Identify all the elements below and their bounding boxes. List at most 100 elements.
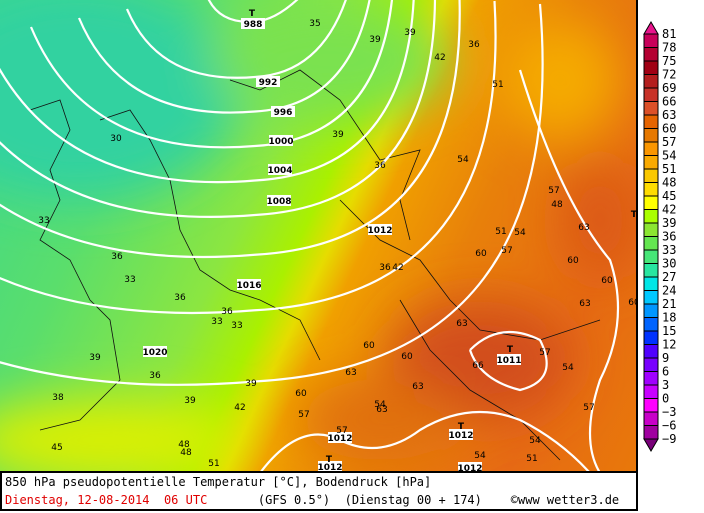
isobar-label: 1016: [236, 281, 261, 291]
colorbar-label: −6: [662, 419, 676, 433]
isobar-line: [0, 0, 497, 314]
isobar-label: 988: [244, 20, 263, 30]
isobar-label-bg: [318, 461, 342, 471]
isobar-label: 996: [274, 108, 293, 118]
colorbar-label: 21: [662, 297, 676, 311]
temperature-label: 48: [180, 448, 192, 458]
isobar-label: 1000: [268, 137, 293, 147]
temperature-label: 36: [221, 307, 233, 317]
colorbar-bin: [643, 47, 659, 62]
temperature-label: 63: [456, 319, 467, 329]
colorbar-bin: [643, 263, 659, 278]
temperature-label: 39: [89, 353, 101, 363]
temperature-label: 54: [474, 451, 486, 461]
isobars: [0, 0, 618, 473]
colorbar-label: 24: [662, 284, 676, 298]
temperature-label: 66: [472, 361, 484, 371]
temperature-label: 60: [601, 276, 613, 286]
isobar-label-bg: [268, 164, 292, 175]
isobar-label: 1008: [266, 197, 291, 207]
isobar-label: 1012: [448, 431, 473, 441]
isobar-line: [468, 330, 548, 392]
colorbar-bin: [643, 141, 659, 156]
colorbar-bin: [643, 155, 659, 170]
low-pressure-marker: T: [458, 422, 465, 432]
colorbar-bin: [643, 384, 659, 399]
temperature-label: 36: [374, 161, 386, 171]
caption-box: 850 hPa pseudopotentielle Temperatur [°C…: [0, 473, 638, 511]
low-pressure-marker: T: [326, 455, 333, 465]
temperature-label: 35: [309, 19, 320, 29]
colorbar-bin: [643, 195, 659, 210]
temperature-label: 42: [234, 403, 245, 413]
colorbar-bottom-arrow: [643, 438, 659, 452]
temperature-label: 54: [457, 155, 469, 165]
colorbar-label: 30: [662, 257, 676, 271]
colorbar-bin: [643, 276, 659, 291]
isobar-label-bg: [267, 195, 291, 206]
isobar-label-bg: [256, 76, 280, 87]
colorbar-label: 39: [662, 216, 676, 230]
isobar-label: 1004: [267, 166, 292, 176]
colorbar-bin: [643, 101, 659, 116]
low-pressure-marker: T: [631, 210, 638, 220]
colorbar-label: −3: [662, 405, 676, 419]
temperature-label: 42: [434, 53, 445, 63]
temperature-label: 30: [110, 134, 122, 144]
colorbar-label: 66: [662, 95, 676, 109]
colorbar-label: 45: [662, 189, 676, 203]
temperature-label: 57: [583, 403, 594, 413]
colorbar-bin: [643, 357, 659, 372]
isobar-line: [0, 0, 415, 184]
colorbar-label: −9: [662, 432, 676, 446]
colorbar-bin: [643, 74, 659, 89]
site-link[interactable]: www wetter3.de: [518, 493, 620, 507]
temperature-label: 38: [52, 393, 64, 403]
temperature-label: 48: [178, 440, 190, 450]
isobar-line: [77, 0, 371, 114]
temperature-label: 36: [149, 371, 161, 381]
temperature-label: 39: [332, 130, 344, 140]
isobar-label-bg: [271, 106, 295, 117]
temperature-label: 42: [392, 263, 403, 273]
colorbar-bin: [643, 222, 659, 237]
map-title: 850 hPa pseudopotentielle Temperatur [°C…: [5, 475, 432, 489]
colorbar-bin: [643, 209, 659, 224]
colorbar-bin: [643, 411, 659, 426]
temperature-label: 54: [374, 400, 386, 410]
colorbar-bin: [643, 60, 659, 75]
colorbar-label: 18: [662, 311, 676, 325]
colorbar-label: 27: [662, 270, 676, 284]
low-pressure-marker: T: [507, 345, 514, 355]
colorbar-label: 48: [662, 176, 676, 190]
temperature-label: 51: [492, 80, 503, 90]
isobar-label-bg: [143, 346, 167, 357]
isobar-overlay: 988 992 996 1000 1004 1008 1012 1016 1020 1012 101…: [0, 0, 638, 473]
temperature-label: 33: [124, 275, 135, 285]
temperature-label: 60: [401, 352, 413, 362]
isobar-label-bg: [449, 429, 473, 440]
temperature-label: 63: [376, 405, 387, 415]
colorbar-label: 81: [662, 27, 676, 41]
temperature-label: 54: [514, 228, 526, 238]
low-pressure-marker: T: [249, 9, 256, 19]
colorbar-label: 75: [662, 54, 676, 68]
colorbar-label: 15: [662, 324, 676, 338]
isobar-line: [260, 410, 590, 471]
colorbar-label: 69: [662, 81, 676, 95]
isobar-label: 1012: [327, 434, 352, 444]
colorbar-label: 54: [662, 149, 676, 163]
temperature-label: 54: [562, 363, 574, 373]
isobar-label-bg: [458, 462, 482, 471]
isobar-label-bg: [237, 279, 261, 290]
temperature-label: 36: [468, 40, 480, 50]
colorbar-top-arrow: [643, 21, 659, 35]
colorbar-label: 9: [662, 351, 669, 365]
colorbar-bin: [643, 398, 659, 413]
colorbar-label: 57: [662, 135, 676, 149]
temperature-label: 60: [363, 341, 375, 351]
colorbar-label: 42: [662, 203, 676, 217]
temperature-label: 36: [174, 293, 186, 303]
isobar-label: 1012: [317, 463, 342, 473]
colorbar-bin: [643, 236, 659, 251]
